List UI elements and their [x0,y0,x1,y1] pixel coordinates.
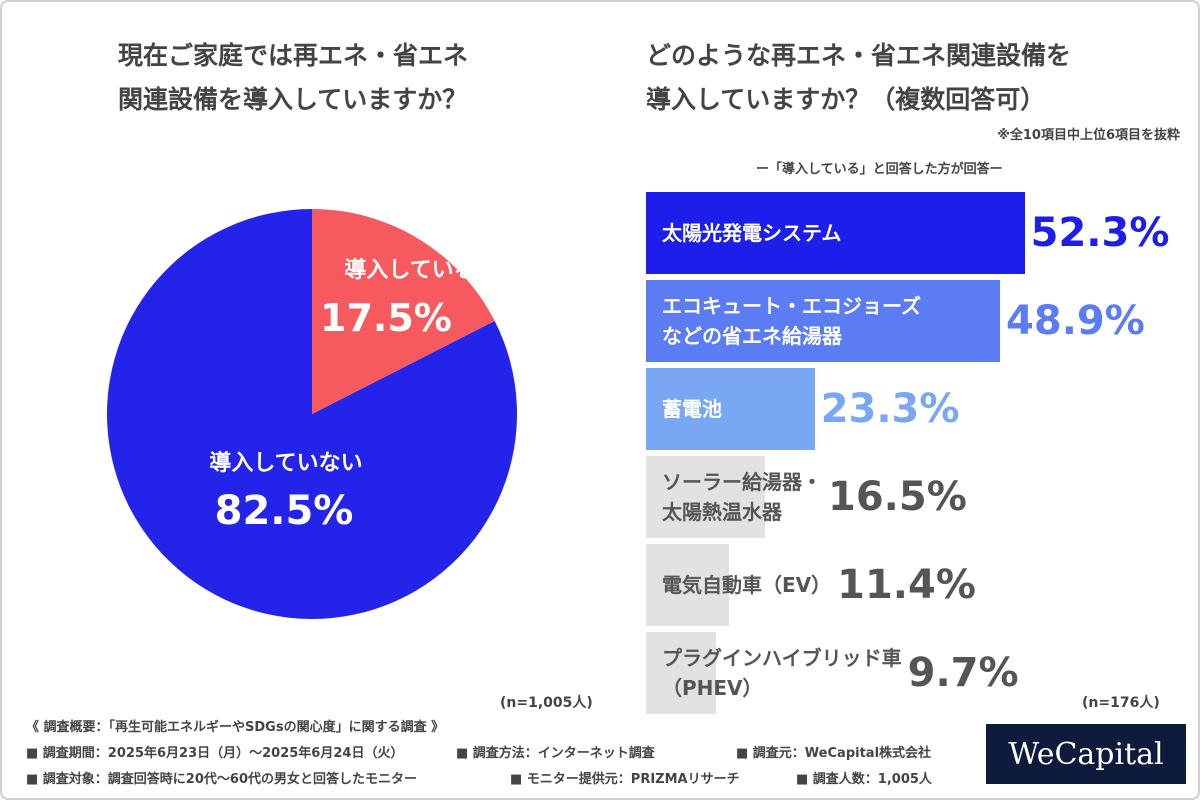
respondent-note: ー「導入している」と回答した方が回答ー [756,162,1003,177]
bar [646,280,1001,362]
bar-value-label: 48.9% [1006,298,1145,344]
bar-value-label: 16.5% [828,474,967,520]
pie-chart [106,209,518,619]
bar-value-label: 9.7% [907,650,1019,696]
bar-category-label: プラグインハイブリッド車 （PHEV） [662,646,902,700]
pie-slice-installed [312,209,495,414]
bar [646,368,815,450]
pie-value-not-installed: 82.5% [214,488,354,534]
bar [646,192,1025,274]
bar-value-label: 11.4% [837,562,976,608]
bar-row: プラグインハイブリッド車 （PHEV） 9.7% [646,632,1166,714]
bar-category-label: 電気自動車（EV） [662,573,832,597]
footer-survey-title: 《 調査概要：「再生可能エネルギーやSDGsの関心度」に関する調査 》 [26,720,445,735]
pie-sample-size: (n=1,005人) [500,695,593,711]
wecapital-logo: WeCapital [986,724,1186,784]
pie-value-installed: 17.5% [320,296,452,340]
bar-row: 電気自動車（EV） 11.4% [646,544,1166,626]
bar-row: ソーラー給湯器・ 太陽熱温水器 16.5% [646,456,1166,538]
bar-chart: 太陽光発電システム 52.3% エコキュート・エコジョーズ などの省エネ給湯器 48.… [646,192,1169,714]
bar-value-label: 23.3% [820,386,960,432]
bar-row: 蓄電池 23.3% [646,368,1166,450]
bar-category-label: エコキュート・エコジョーズ などの省エネ給湯器 [662,294,921,348]
bar-sample-size: (n=176人) [1082,695,1160,711]
footer-count: ■ 調査人数：1,005人 [796,772,932,787]
bar-row: エコキュート・エコジョーズ などの省エネ給湯器 48.9% [646,280,1166,362]
footer-period: ■ 調査期間：2025年6月23日（月）～2025年6月24日（火） [26,746,404,761]
footer-provider: ■ モニター提供元：PRIZMAリサーチ [510,772,740,787]
pie-label-not-installed: 導入していない [209,451,363,476]
footer-target: ■ 調査対象：調査回答時に20代～60代の男女と回答したモニター [26,772,417,787]
bar-category-label: 太陽光発電システム [662,221,842,245]
footer-source: ■ 調査元：WeCapital株式会社 [736,746,932,761]
bar [646,456,766,538]
pie-label-installed: 導入している [344,258,476,283]
bar-category-label: ソーラー給湯器・ 太陽熱温水器 [662,470,822,524]
excerpt-note: ※全10項目中上位6項目を抜粋 [997,128,1180,143]
bar-question-title: どのような再エネ・省エネ関連設備を 導入していますか？（複数回答可） [646,41,1072,114]
footer-method: ■ 調査方法：インターネット調査 [456,746,655,761]
pie-question-title: 現在ご家庭では再エネ・省エネ 関連設備を導入していますか？ [118,41,469,114]
bar [646,632,717,714]
pie-slice-not-installed [106,209,518,619]
bar-value-label: 52.3% [1030,210,1170,256]
bar-category-label: 蓄電池 [662,397,722,421]
bar [646,544,729,626]
bar-row: 太陽光発電システム 52.3% [646,192,1169,274]
